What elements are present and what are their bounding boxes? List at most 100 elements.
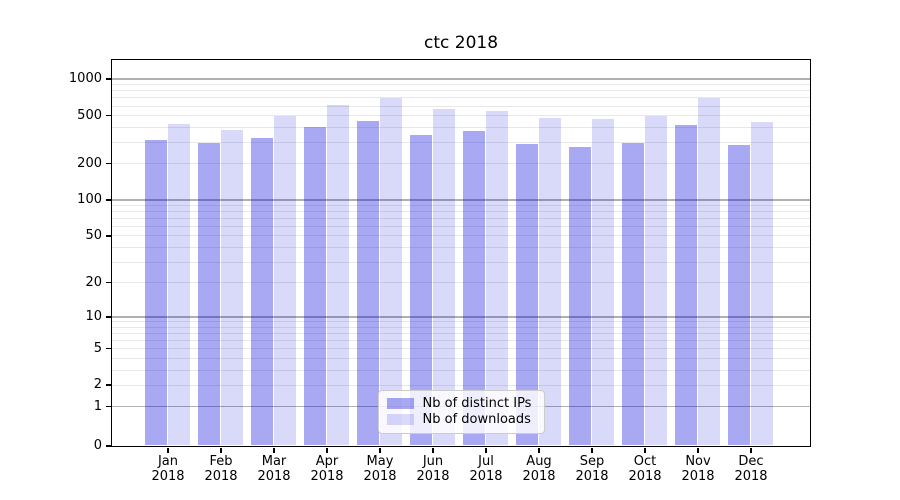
bar-oct-distinct-ips [622,142,644,446]
x-tick-year: 2018 [363,469,397,484]
x-tick-mark [432,447,434,453]
legend-swatch-distinct-ips [386,398,414,409]
y-tick-mark [105,316,111,318]
x-tick-month: Sep [579,454,605,469]
x-tick-mark [167,447,169,453]
minor-gridline [111,126,810,128]
minor-gridline [111,384,810,386]
major-gridline [111,316,810,318]
y-tick-mark [105,445,111,447]
legend-swatch-downloads [386,414,414,425]
y-tick-label-500: 500 [77,107,102,123]
minor-gridline [111,333,810,335]
y-tick-label-200: 200 [77,155,102,171]
y-tick-label-1000: 1000 [68,71,102,87]
bar-jan-downloads [168,123,190,446]
bar-oct-downloads [645,115,667,446]
bar-nov-distinct-ips [675,124,697,446]
bar-jan-distinct-ips [145,140,167,446]
x-tick-month: Nov [685,454,711,469]
x-tick-mark [697,447,699,453]
x-tick-label-sep: Sep 2018 [564,454,620,484]
minor-gridline [111,246,810,248]
bar-may-distinct-ips [357,121,379,446]
y-tick-label-100: 100 [77,191,102,207]
y-tick-label-2: 2 [93,377,102,393]
x-tick-month: Apr [315,454,339,469]
y-tick-mark [105,78,111,80]
chart-title: ctc 2018 [423,33,499,53]
x-tick-mark [379,447,381,453]
bar-jul-distinct-ips [463,131,485,446]
legend: Nb of distinct IPs Nb of downloads [377,389,545,434]
minor-gridline [111,211,810,213]
x-tick-label-aug: Aug 2018 [511,454,567,484]
x-tick-mark [220,447,222,453]
x-tick-month: Feb [209,454,233,469]
y-tick-mark [105,199,111,201]
y-tick-label-0: 0 [93,438,102,453]
minor-gridline [111,340,810,342]
x-tick-mark [273,447,275,453]
minor-gridline [111,204,810,206]
bar-feb-downloads [221,130,243,446]
bar-dec-distinct-ips [728,144,750,446]
minor-gridline [111,115,810,117]
bar-aug-distinct-ips [516,144,538,446]
x-tick-label-dec: Dec 2018 [723,454,779,484]
major-gridline [111,78,810,80]
bar-mar-distinct-ips [251,137,273,446]
bar-apr-distinct-ips [304,126,326,446]
minor-gridline [111,326,810,328]
x-tick-year: 2018 [257,469,291,484]
x-tick-mark [326,447,328,453]
x-tick-mark [538,447,540,453]
minor-gridline [111,90,810,92]
bar-feb-distinct-ips [198,142,220,446]
minor-gridline [111,235,810,237]
minor-gridline [111,84,810,86]
x-tick-year: 2018 [151,469,185,484]
minor-gridline [111,357,810,359]
y-tick-mark [105,384,111,386]
minor-gridline [111,226,810,228]
y-tick-mark [105,114,111,117]
y-tick-mark [105,162,111,165]
x-tick-month: Mar [261,454,287,469]
x-tick-year: 2018 [575,469,609,484]
bar-jun-downloads [433,108,455,446]
minor-gridline [111,282,810,284]
bar-dec-downloads [751,122,773,446]
x-tick-label-feb: Feb 2018 [193,454,249,484]
y-tick-label-1: 1 [93,398,102,414]
x-tick-month: Dec [738,454,764,469]
bar-jul-downloads [486,110,508,446]
x-tick-year: 2018 [628,469,662,484]
minor-gridline [111,163,810,165]
minor-gridline [111,97,810,99]
y-tick-mark [105,405,111,408]
minor-gridline [111,348,810,350]
x-tick-label-jul: Jul 2018 [458,454,514,484]
x-tick-month: Jul [478,454,494,469]
x-tick-mark [485,447,487,453]
x-tick-month: Jan [157,454,179,469]
x-tick-label-apr: Apr 2018 [299,454,355,484]
y-tick-label-50: 50 [85,227,102,243]
minor-gridline [111,321,810,323]
x-tick-month: Oct [633,454,657,469]
x-tick-year: 2018 [310,469,344,484]
x-tick-month: May [366,454,394,469]
bar-layer [112,60,810,446]
x-tick-year: 2018 [469,469,503,484]
x-tick-mark [750,447,752,453]
bar-sep-downloads [592,118,614,446]
legend-item-downloads: Nb of downloads [386,412,536,428]
x-tick-mark [644,447,646,453]
bar-may-downloads [380,98,402,446]
x-tick-year: 2018 [522,469,556,484]
y-tick-label-10: 10 [85,308,102,324]
x-tick-mark [591,447,593,453]
bar-apr-downloads [327,104,349,446]
x-tick-label-mar: Mar 2018 [246,454,302,484]
